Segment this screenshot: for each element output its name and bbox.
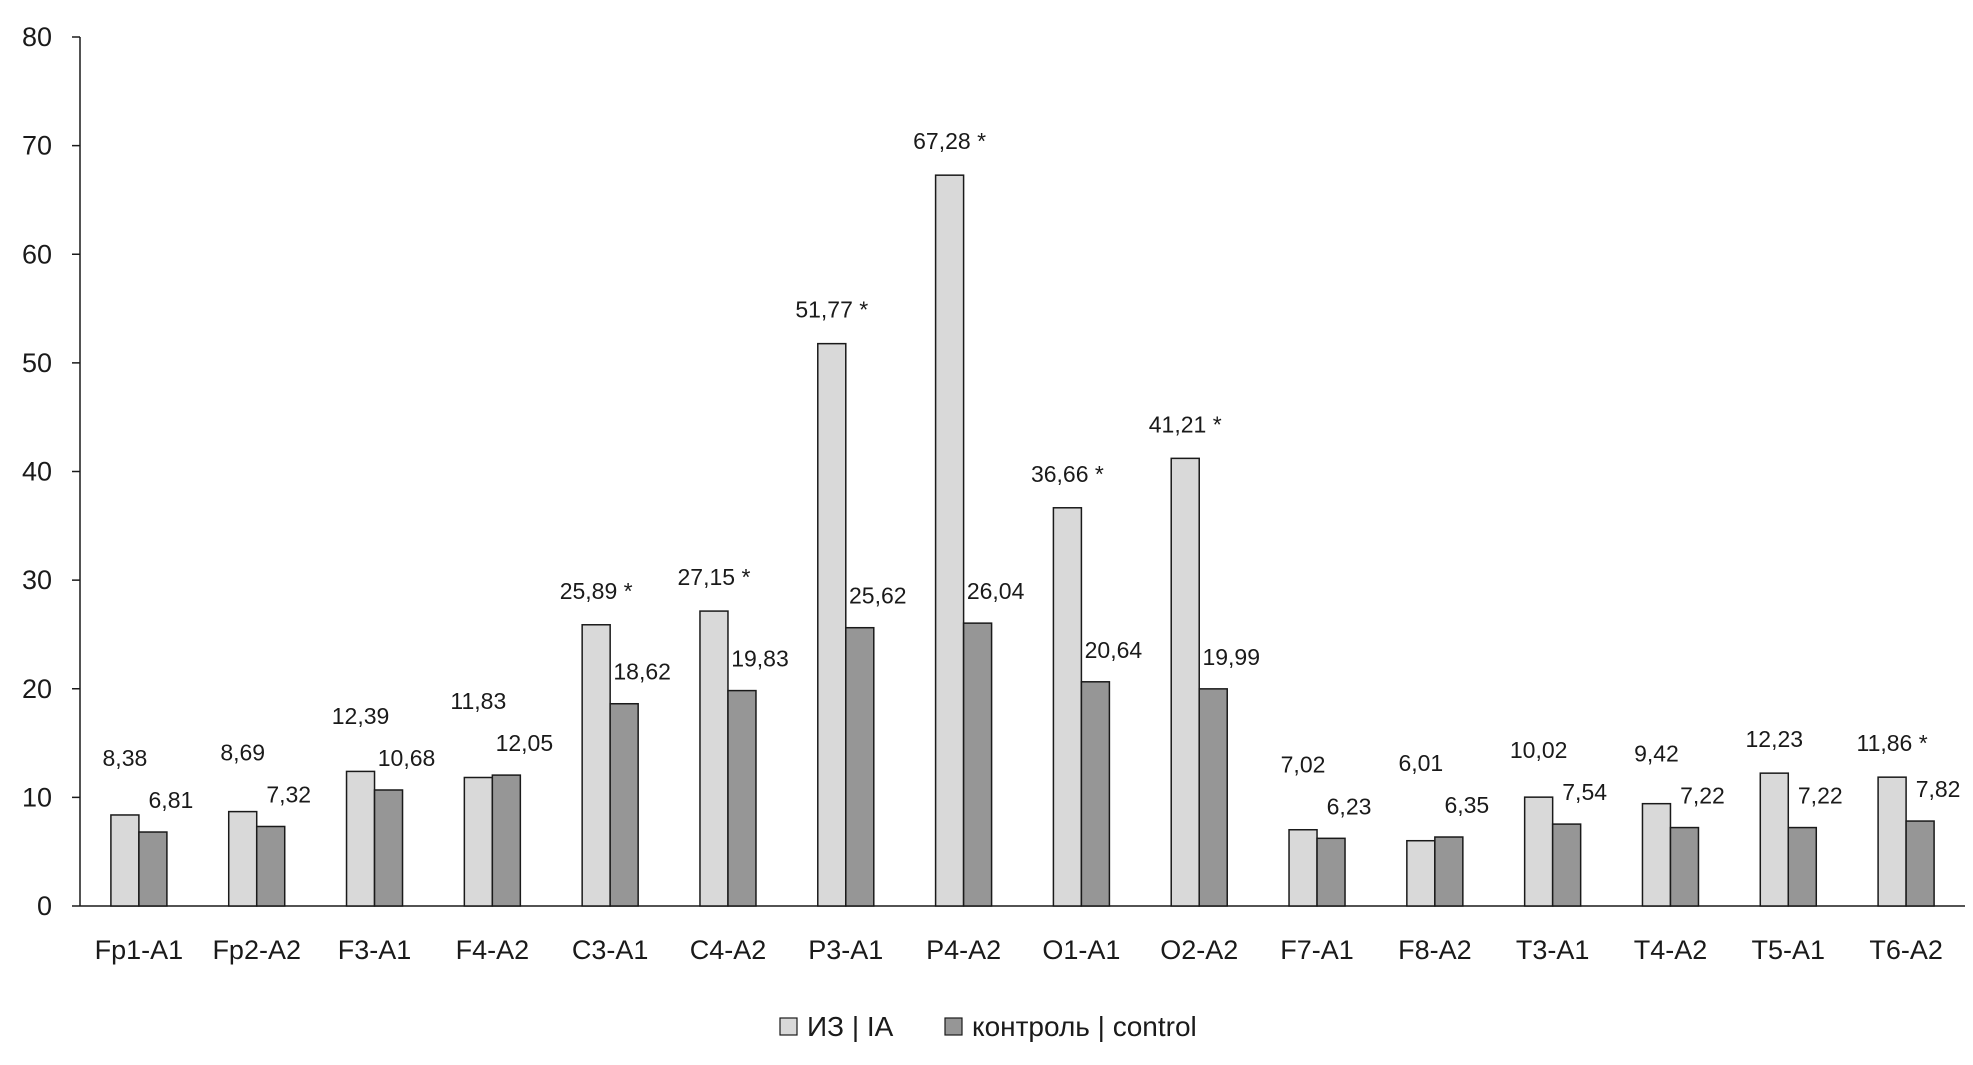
bar-ia	[581, 624, 611, 907]
x-axis: Fp1-A1 Fp2-A2 F3-A1 F4-A2 C3-A1 C4-A2 P3-A1 P4-…	[80, 905, 1965, 965]
bar-ia	[1170, 457, 1200, 907]
legend-item-control-swatch	[944, 1017, 963, 1036]
x-tick-label: P3-A1	[808, 935, 883, 965]
bar-control	[845, 626, 875, 907]
data-label-control: 7,32	[266, 781, 311, 807]
bar-ia	[934, 174, 965, 907]
data-label-ia: 10,02	[1510, 737, 1568, 763]
y-tick-label: 10	[22, 782, 52, 812]
y-tick-label: 50	[22, 348, 52, 378]
bar-control	[1787, 826, 1818, 907]
bars	[110, 174, 1935, 907]
bar-ia	[1406, 839, 1436, 907]
bar-control	[255, 825, 286, 907]
bar-ia	[227, 810, 258, 907]
data-label-control: 19,83	[731, 646, 789, 672]
x-tick-label: C3-A1	[572, 935, 649, 965]
data-label-control: 25,62	[849, 583, 907, 609]
y-tick-label: 30	[22, 565, 52, 595]
data-label-ia: 7,02	[1281, 751, 1326, 777]
bar-control	[1905, 820, 1935, 907]
data-label-control: 7,54	[1562, 779, 1607, 805]
bar-ia	[345, 770, 376, 907]
bar-control	[1669, 826, 1700, 907]
data-label-ia: 51,77 *	[795, 297, 868, 323]
bar-control	[1316, 837, 1346, 907]
legend-item-ia-swatch	[779, 1017, 798, 1036]
data-label-ia: 8,38	[103, 745, 148, 771]
bar-control	[491, 774, 522, 907]
legend: ИЗ | IA контроль | control	[779, 1011, 1197, 1042]
y-tick-label: 60	[22, 239, 52, 269]
data-label-control: 19,99	[1202, 644, 1260, 670]
x-tick-label: F7-A1	[1280, 935, 1354, 965]
data-label-control: 18,62	[613, 659, 671, 685]
data-label-ia: 12,23	[1746, 726, 1804, 752]
y-tick-label: 70	[22, 131, 52, 161]
x-tick-label: T6-A2	[1869, 935, 1943, 965]
legend-item-control-label: контроль | control	[972, 1011, 1197, 1042]
x-tick-label: Fp1-A1	[95, 935, 184, 965]
bar-ia	[1052, 507, 1083, 907]
y-tick-label: 20	[22, 674, 52, 704]
bar-control	[609, 702, 639, 907]
data-labels: 8,386,81 8,697,32 12,39 10,68 11,83 12,05 25,8…	[103, 128, 1961, 819]
data-label-ia: 8,69	[220, 739, 265, 765]
bar-control	[1198, 688, 1228, 907]
bar-ia	[1288, 828, 1318, 907]
y-axis: 0 10 20 30 40 50 60 70 80	[22, 22, 81, 921]
x-tick-label: F4-A2	[456, 935, 530, 965]
x-tick-label: P4-A2	[926, 935, 1001, 965]
bar-ia	[1523, 796, 1554, 907]
x-tick-label: C4-A2	[690, 935, 767, 965]
data-label-control: 26,04	[967, 578, 1025, 604]
data-label-ia: 12,39	[332, 703, 390, 729]
bar-ia	[1759, 772, 1790, 907]
bar-control	[1434, 836, 1464, 907]
data-label-ia: 6,01	[1398, 750, 1443, 776]
data-label-control: 20,64	[1085, 637, 1143, 663]
data-label-control: 7,82	[1916, 776, 1961, 802]
bar-control	[373, 789, 404, 907]
bar-ia	[110, 814, 140, 907]
data-label-ia: 27,15 *	[678, 564, 751, 590]
x-tick-label: F8-A2	[1398, 935, 1472, 965]
y-tick-label: 0	[37, 891, 52, 921]
bar-ia	[463, 776, 494, 907]
x-tick-label: O1-A1	[1042, 935, 1120, 965]
data-label-control: 6,35	[1444, 792, 1489, 818]
data-label-ia: 9,42	[1634, 741, 1679, 767]
data-label-control: 6,23	[1327, 793, 1372, 819]
data-label-control: 10,68	[378, 745, 436, 771]
bar-ia	[699, 610, 729, 907]
y-tick-label: 40	[22, 457, 52, 487]
data-label-ia: 41,21 *	[1149, 411, 1222, 437]
y-tick-label: 80	[22, 22, 52, 52]
x-tick-label: T3-A1	[1516, 935, 1590, 965]
bar-control	[1080, 681, 1111, 907]
x-tick-label: F3-A1	[338, 935, 412, 965]
x-tick-label: T4-A2	[1634, 935, 1708, 965]
data-label-ia: 11,83	[450, 688, 506, 714]
data-label-ia: 25,89 *	[560, 578, 633, 604]
data-label-ia: 36,66 *	[1031, 461, 1104, 487]
data-label-ia: 11,86 *	[1856, 730, 1927, 756]
x-tick-label: Fp2-A2	[212, 935, 301, 965]
data-label-ia: 67,28 *	[913, 128, 986, 154]
bar-ia	[1877, 776, 1907, 907]
bar-ia	[817, 342, 847, 907]
bar-control	[138, 831, 168, 907]
data-label-control: 7,22	[1680, 783, 1725, 809]
x-tick-label: T5-A1	[1752, 935, 1826, 965]
data-label-control: 12,05	[496, 730, 554, 756]
legend-item-ia-label: ИЗ | IA	[807, 1011, 894, 1042]
bar-control	[962, 622, 993, 907]
bar-control	[727, 689, 757, 907]
data-label-control: 7,22	[1798, 783, 1843, 809]
bar-control	[1551, 823, 1582, 907]
bar-ia	[1641, 802, 1672, 907]
data-label-control: 6,81	[149, 787, 194, 813]
x-tick-label: O2-A2	[1160, 935, 1238, 965]
